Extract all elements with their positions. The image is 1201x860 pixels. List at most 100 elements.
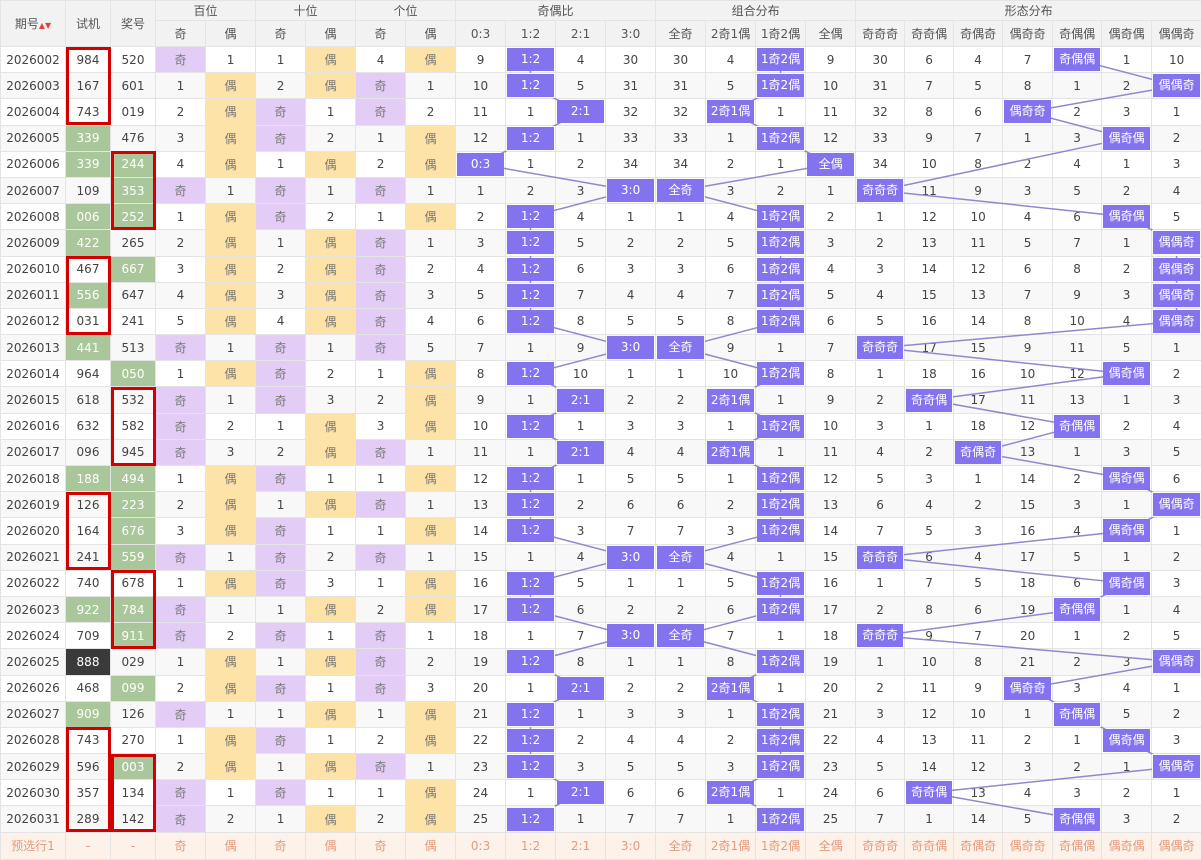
cell-text: 7 xyxy=(1073,236,1081,250)
cell: 1 xyxy=(1053,73,1102,99)
cell-text: 偶 xyxy=(325,655,337,669)
cell: 4 xyxy=(556,544,606,570)
sort-arrow[interactable]: ▲▼ xyxy=(39,21,51,30)
cell-text: 16 xyxy=(473,576,488,590)
period: 2026006 xyxy=(1,151,66,177)
cell: 2 xyxy=(206,806,256,832)
cell-text: 偶偶奇 xyxy=(1153,493,1200,516)
cell: 7 xyxy=(905,570,954,596)
cell-text: 1 xyxy=(1123,550,1131,564)
cell-text: 偶 xyxy=(425,132,437,146)
cell-text: 1 xyxy=(727,812,735,826)
period: 2026008 xyxy=(1,204,66,230)
cell: 1 xyxy=(1152,518,1201,544)
cell: 偶 xyxy=(406,387,456,413)
cell-text: 3 xyxy=(827,236,835,250)
cell-text: 偶 xyxy=(325,446,337,460)
cell: 1奇2偶 xyxy=(756,204,806,230)
cell-text: 2 xyxy=(327,210,335,224)
cell-text: 奇奇奇 xyxy=(857,546,903,569)
cell: 偶奇偶 xyxy=(1102,125,1152,151)
cell-text: 1奇2偶 xyxy=(757,598,804,621)
cell-text: 12 xyxy=(921,707,936,721)
cell-text: 3 xyxy=(627,262,635,276)
cell-text: 偶 xyxy=(425,786,437,800)
cell: 4 xyxy=(606,282,656,308)
cell: 偶 xyxy=(206,151,256,177)
cell-text: 19 xyxy=(473,655,488,669)
cell: 1 xyxy=(156,649,206,675)
cell: 奇 xyxy=(356,649,406,675)
cell-text: 7 xyxy=(727,288,735,302)
cell-text: 9 xyxy=(1073,288,1081,302)
cell: 22 xyxy=(806,727,856,753)
cell-text: 2奇1偶 xyxy=(707,100,754,123)
cell: 15 xyxy=(1003,492,1053,518)
cell: 34 xyxy=(606,151,656,177)
cell: 1 xyxy=(1102,47,1152,73)
cell-text: 偶奇偶 xyxy=(1103,362,1150,385)
cell: 10 xyxy=(456,73,506,99)
cell-text: 偶奇偶 xyxy=(1103,205,1150,228)
cell: 奇 xyxy=(356,308,406,334)
cell-text: 奇奇奇 xyxy=(857,179,903,202)
shiji: 339 xyxy=(66,125,111,151)
cell-text: 5 xyxy=(477,288,485,302)
cell-text: 1 xyxy=(377,576,385,590)
cell-text: 5 xyxy=(627,314,635,328)
cell-text: 16 xyxy=(823,576,838,590)
cell: 偶 xyxy=(206,308,256,334)
cell: 10 xyxy=(954,204,1003,230)
cell: 12 xyxy=(1003,413,1053,439)
cell-text: 2 xyxy=(577,157,585,171)
cell-text: 4 xyxy=(627,733,635,747)
cell-text: 偶 xyxy=(325,236,337,250)
cell-text: 1 xyxy=(777,393,785,407)
cell: 18 xyxy=(456,623,506,649)
cell: 8 xyxy=(905,99,954,125)
cell-text: 4 xyxy=(627,288,635,302)
cell: 3:0 xyxy=(606,177,656,203)
cell-text: 1 xyxy=(177,79,185,93)
cell-text: 偶 xyxy=(225,315,237,329)
cell-text: 18 xyxy=(473,629,488,643)
cell-text: 22 xyxy=(823,733,838,747)
cell: 6 xyxy=(954,596,1003,622)
header-text: 试机 xyxy=(76,17,100,31)
cell: 1 xyxy=(256,413,306,439)
cell-text: 13 xyxy=(970,288,985,302)
cell: 偶 xyxy=(406,701,456,727)
cell-text: 11 xyxy=(970,236,985,250)
cell-text: 1 xyxy=(227,184,235,198)
cell: 3 xyxy=(156,125,206,151)
cell: 1 xyxy=(356,125,406,151)
cell: 奇偶偶 xyxy=(1053,701,1102,727)
cell: 4 xyxy=(1152,413,1201,439)
cell-text: 2 xyxy=(627,236,635,250)
cell: 8 xyxy=(905,596,954,622)
cell-text: 17 xyxy=(473,603,488,617)
cell-text: 奇 xyxy=(375,105,387,119)
jianghao: 126 xyxy=(111,701,156,727)
cell-text: 7 xyxy=(1024,288,1032,302)
header-text: 奖号 xyxy=(121,17,145,31)
cell: 7 xyxy=(606,806,656,832)
cell-text: 3 xyxy=(1123,105,1131,119)
cell: 4 xyxy=(1152,177,1201,203)
cell-text: 2 xyxy=(1024,733,1032,747)
cell: 奇 xyxy=(156,439,206,465)
cell: 4 xyxy=(156,151,206,177)
cell-text: 1 xyxy=(727,472,735,486)
cell-text: 偶 xyxy=(225,577,237,591)
period: 2026019 xyxy=(1,492,66,518)
cell: 1 xyxy=(756,439,806,465)
cell: 3 xyxy=(706,518,756,544)
cell-text: 偶奇偶 xyxy=(1103,519,1150,542)
shiji: 422 xyxy=(66,230,111,256)
cell-text: 偶偶奇 xyxy=(1159,839,1195,853)
cell: 12 xyxy=(1053,361,1102,387)
cell-text: 1 xyxy=(1123,603,1131,617)
shiji: 618 xyxy=(66,387,111,413)
cell-text: 14 xyxy=(473,524,488,538)
period: 2026009 xyxy=(1,230,66,256)
